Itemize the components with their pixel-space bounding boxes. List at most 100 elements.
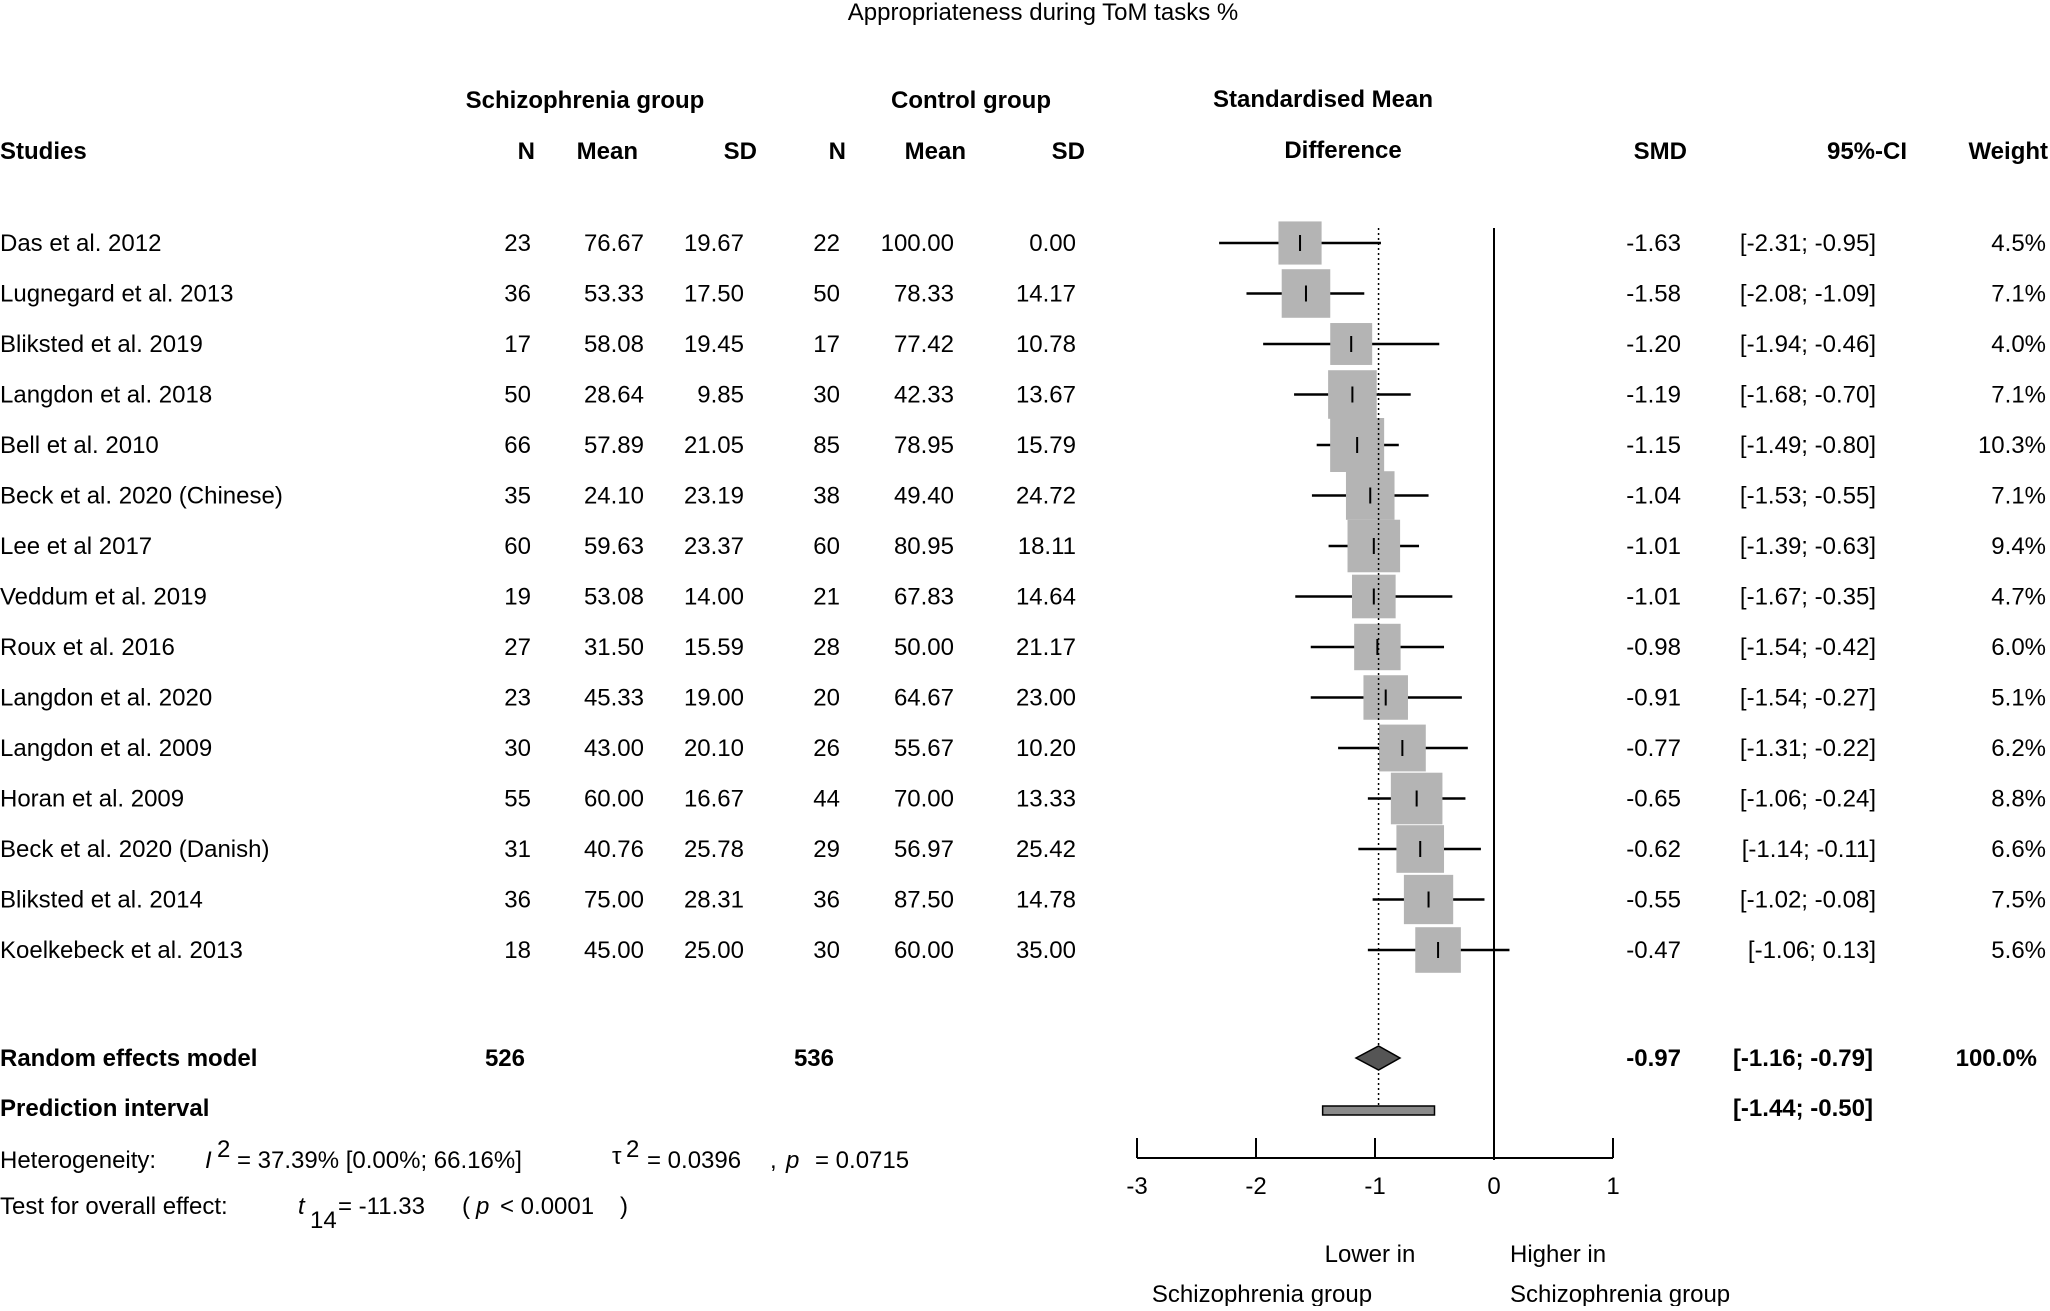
study-smd-cell: -1.20 bbox=[1626, 331, 1681, 358]
study-weight-cell: 8.8% bbox=[1991, 786, 2046, 813]
study-ci-cell: [-1.14; -0.11] bbox=[1742, 836, 1876, 863]
study-smd-cell: -0.77 bbox=[1626, 735, 1681, 762]
col-header-sd1: SD bbox=[724, 138, 757, 165]
study-ci-cell: [-1.53; -0.55] bbox=[1740, 483, 1876, 510]
study-weight-cell: 6.2% bbox=[1991, 735, 2046, 762]
study-ci-cell: [-1.39; -0.63] bbox=[1740, 533, 1876, 560]
study-mean2-cell: 67.83 bbox=[894, 584, 954, 611]
study-sd2-cell: 10.78 bbox=[1016, 331, 1076, 358]
study-n2-cell: 38 bbox=[813, 483, 840, 510]
study-sd1-cell: 16.67 bbox=[684, 786, 744, 813]
study-weight-cell: 7.1% bbox=[1991, 281, 2046, 308]
col-header-ci: 95%-CI bbox=[1827, 138, 1907, 165]
study-sd1-cell: 19.45 bbox=[684, 331, 744, 358]
study-smd-cell: -0.98 bbox=[1626, 634, 1681, 661]
study-rows: Das et al. 2012 23 76.67 19.67 22 100.00 0.00 -… bbox=[0, 230, 2046, 964]
study-smd-cell: -1.01 bbox=[1626, 533, 1681, 560]
study-mean1-cell: 59.63 bbox=[584, 533, 644, 560]
t-symbol: t bbox=[298, 1193, 306, 1220]
study-n1-cell: 55 bbox=[504, 786, 531, 813]
study-weight-cell: 7.5% bbox=[1991, 887, 2046, 914]
study-weight-cell: 9.4% bbox=[1991, 533, 2046, 560]
study-sd2-cell: 21.17 bbox=[1016, 634, 1076, 661]
study-ci-cell: [-1.49; -0.80] bbox=[1740, 432, 1876, 459]
smd-header-bottom: Difference bbox=[1284, 137, 1401, 164]
study-sd1-cell: 23.19 bbox=[684, 483, 744, 510]
study-sd1-cell: 15.59 bbox=[684, 634, 744, 661]
study-study-cell: Bliksted et al. 2019 bbox=[0, 331, 203, 358]
study-n1-cell: 36 bbox=[504, 887, 531, 914]
study-n1-cell: 23 bbox=[504, 230, 531, 257]
t-subscript: 14 bbox=[310, 1207, 337, 1234]
study-ci-cell: [-2.08; -1.09] bbox=[1740, 281, 1876, 308]
study-mean2-cell: 100.00 bbox=[881, 230, 954, 257]
chart-title: Appropriateness during ToM tasks % bbox=[848, 0, 1238, 26]
overall-p-close: ) bbox=[620, 1193, 628, 1220]
overall-p-value: < 0.0001 bbox=[500, 1193, 594, 1220]
study-mean2-cell: 78.95 bbox=[894, 432, 954, 459]
study-weight-cell: 6.0% bbox=[1991, 634, 2046, 661]
study-smd-cell: -1.15 bbox=[1626, 432, 1681, 459]
study-mean2-cell: 49.40 bbox=[894, 483, 954, 510]
tau-superscript: 2 bbox=[626, 1136, 639, 1163]
tau-value: = 0.0396 bbox=[647, 1147, 741, 1174]
study-n2-cell: 22 bbox=[813, 230, 840, 257]
study-n2-cell: 21 bbox=[813, 584, 840, 611]
study-smd-cell: -1.19 bbox=[1626, 382, 1681, 409]
study-n1-cell: 31 bbox=[504, 836, 531, 863]
study-sd1-cell: 25.00 bbox=[684, 937, 744, 964]
study-sd1-cell: 25.78 bbox=[684, 836, 744, 863]
study-study-cell: Veddum et al. 2019 bbox=[0, 584, 207, 611]
t-value: = -11.33 bbox=[338, 1193, 425, 1220]
i2-symbol: I bbox=[205, 1147, 212, 1174]
i2-value: = 37.39% [0.00%; 66.16%] bbox=[237, 1147, 522, 1174]
x-axis-left-label-2: Schizophrenia group bbox=[1152, 1281, 1372, 1306]
study-ci-cell: [-2.31; -0.95] bbox=[1740, 230, 1876, 257]
study-study-cell: Lugnegard et al. 2013 bbox=[0, 281, 234, 308]
study-mean1-cell: 40.76 bbox=[584, 836, 644, 863]
study-sd2-cell: 0.00 bbox=[1029, 230, 1076, 257]
study-study-cell: Langdon et al. 2020 bbox=[0, 685, 212, 712]
random-effects-smd: -0.97 bbox=[1626, 1045, 1681, 1072]
study-study-cell: Langdon et al. 2009 bbox=[0, 735, 212, 762]
study-sd1-cell: 19.67 bbox=[684, 230, 744, 257]
x-axis-tick-label: -1 bbox=[1364, 1173, 1385, 1200]
study-mean1-cell: 45.33 bbox=[584, 685, 644, 712]
study-n2-cell: 36 bbox=[813, 887, 840, 914]
study-sd1-cell: 17.50 bbox=[684, 281, 744, 308]
x-axis-left-label-1: Lower in bbox=[1325, 1241, 1416, 1268]
study-ci-cell: [-1.68; -0.70] bbox=[1740, 382, 1876, 409]
study-n2-cell: 28 bbox=[813, 634, 840, 661]
study-mean1-cell: 53.33 bbox=[584, 281, 644, 308]
study-sd1-cell: 9.85 bbox=[697, 382, 744, 409]
study-sd2-cell: 14.64 bbox=[1016, 584, 1076, 611]
study-n2-cell: 44 bbox=[813, 786, 840, 813]
study-n1-cell: 18 bbox=[504, 937, 531, 964]
prediction-interval-bar bbox=[1321, 1105, 1436, 1116]
p-symbol: p bbox=[785, 1147, 799, 1174]
study-study-cell: Langdon et al. 2018 bbox=[0, 382, 212, 409]
study-mean1-cell: 75.00 bbox=[584, 887, 644, 914]
study-sd2-cell: 23.00 bbox=[1016, 685, 1076, 712]
study-n1-cell: 27 bbox=[504, 634, 531, 661]
study-sd2-cell: 24.72 bbox=[1016, 483, 1076, 510]
study-ci-cell: [-1.67; -0.35] bbox=[1740, 584, 1876, 611]
overall-test-label: Test for overall effect: bbox=[0, 1193, 228, 1220]
x-axis-tick-label: -2 bbox=[1245, 1173, 1266, 1200]
study-ci-cell: [-1.02; -0.08] bbox=[1740, 887, 1876, 914]
study-ci-cell: [-1.06; -0.24] bbox=[1740, 786, 1876, 813]
study-n2-cell: 50 bbox=[813, 281, 840, 308]
study-n2-cell: 26 bbox=[813, 735, 840, 762]
study-mean1-cell: 58.08 bbox=[584, 331, 644, 358]
study-mean1-cell: 76.67 bbox=[584, 230, 644, 257]
study-weight-cell: 6.6% bbox=[1991, 836, 2046, 863]
study-mean2-cell: 78.33 bbox=[894, 281, 954, 308]
study-mean2-cell: 80.95 bbox=[894, 533, 954, 560]
study-sd2-cell: 13.33 bbox=[1016, 786, 1076, 813]
study-mean1-cell: 57.89 bbox=[584, 432, 644, 459]
study-smd-cell: -0.62 bbox=[1626, 836, 1681, 863]
study-study-cell: Lee et al 2017 bbox=[0, 533, 152, 560]
random-effects-n1: 526 bbox=[485, 1045, 525, 1072]
study-sd2-cell: 10.20 bbox=[1016, 735, 1076, 762]
